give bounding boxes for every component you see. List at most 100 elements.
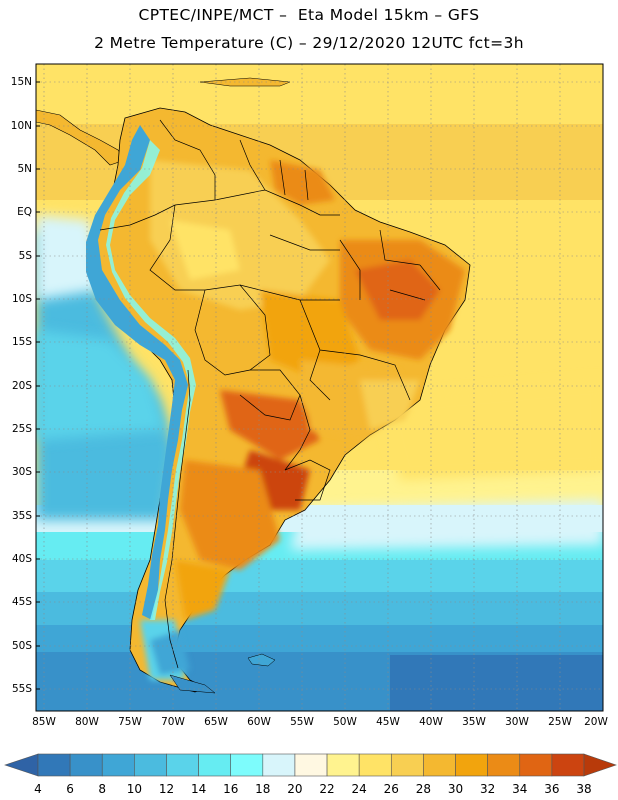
country-borders [99, 119, 441, 669]
border-chile-argentina [164, 369, 191, 669]
guiana-hot [270, 160, 335, 205]
map-frame [35, 63, 604, 712]
lon-label-30w: 30W [505, 716, 529, 728]
lat-label-eq: EQ [17, 206, 32, 218]
colorbar-tick-label: 22 [319, 782, 335, 796]
lat-lon-grid [36, 64, 603, 711]
lon-label-65w: 65W [204, 716, 228, 728]
colorbar-tick-label: 20 [287, 782, 303, 796]
colorbar-tick-label: 10 [126, 782, 142, 796]
colorbar-tick-label: 34 [512, 782, 528, 796]
land-central-america [36, 109, 126, 166]
se-brazil-mild [360, 380, 420, 430]
lon-label-60w: 60W [247, 716, 271, 728]
andes-cool-edge [106, 140, 196, 620]
colorbar-tick-label: 12 [158, 782, 175, 796]
tierra-del-fuego [169, 674, 216, 694]
border-argentina-brazil [284, 394, 311, 471]
colorbar-tick-label: 32 [480, 782, 496, 796]
andes-cold [86, 125, 188, 620]
border-peru-brazil [149, 204, 205, 291]
colorbar-tick-label: 14 [190, 782, 207, 796]
lat-label-40s: 40S [11, 553, 32, 565]
colorbar-cell [519, 753, 553, 777]
colorbar-tick-label: 6 [66, 782, 74, 796]
lat-label-55s: 55S [11, 683, 32, 695]
lat-label-5n: 5N [17, 163, 32, 175]
colorbar-tick-label: 38 [576, 782, 592, 796]
colorbar-cell [423, 753, 456, 777]
colorbar-cell [166, 753, 199, 777]
ocean-band-south3 [36, 560, 603, 595]
border-colombia-venezuela [159, 119, 216, 200]
central-warm [260, 290, 360, 380]
colorbar-cell [326, 753, 360, 777]
ocean-band-south4 [36, 592, 603, 627]
colorbar-tick-label: 30 [447, 782, 464, 796]
colorbar-arrow-high [583, 753, 617, 777]
lat-label-5s: 5S [18, 250, 32, 262]
colorbar-cell [390, 753, 424, 777]
ocean-band-south7 [390, 655, 603, 711]
border-uruguay [284, 459, 331, 501]
land-temperature-patches [140, 160, 465, 680]
colorbar-arrow-low [4, 753, 39, 777]
lat-label-50s: 50S [11, 640, 32, 652]
amazon-yellow-center [170, 220, 240, 280]
lat-label-25s: 25S [11, 423, 32, 435]
argentina-warm [180, 460, 280, 570]
ocean-band-caribbean [36, 64, 603, 124]
colorbar-cell [69, 753, 103, 777]
lon-label-80w: 80W [75, 716, 99, 728]
colorbar-cell [37, 753, 71, 777]
chart-title: CPTEC/INPE/MCT – Eta Model 15km – GFS [138, 6, 480, 24]
lon-label-20w: 20W [584, 716, 608, 728]
atlantic-warm-patch [380, 380, 603, 480]
colorbar-cell [487, 753, 521, 777]
ocean-band-south5 [36, 625, 603, 655]
falklands [247, 653, 276, 667]
colorbar-tick-label: 24 [351, 782, 367, 796]
caribbean-islands [199, 77, 291, 87]
lon-label-70w: 70W [161, 716, 185, 728]
border-paraguay [239, 369, 301, 421]
colorbar-tick-label: 18 [255, 782, 271, 796]
border-guianas [279, 159, 309, 201]
colorbar-cell [551, 753, 585, 777]
northeast-hotter [355, 260, 440, 320]
lat-label-15n: 15N [10, 76, 32, 88]
lat-label-35s: 35S [11, 510, 32, 522]
lon-label-85w: 85W [32, 716, 56, 728]
lat-label-20s: 20S [11, 380, 32, 392]
axis-ticks [36, 81, 40, 690]
lat-label-30s: 30S [11, 466, 32, 478]
chart-subtitle: 2 Metre Temperature (C) – 29/12/2020 12U… [94, 34, 524, 52]
lon-label-35w: 35W [462, 716, 486, 728]
border-ecuador-peru [99, 204, 176, 231]
pacific-cool-water-inner [36, 330, 165, 440]
lon-label-40w: 40W [419, 716, 443, 728]
lon-label-45w: 45W [376, 716, 400, 728]
colorbar-cell [134, 753, 167, 777]
lon-label-50w: 50W [333, 716, 357, 728]
colorbar-cell [358, 753, 392, 777]
lat-label-10s: 10S [11, 293, 32, 305]
border-brazil-states [239, 229, 441, 401]
border-brazil-north [174, 189, 340, 216]
atlantic-cool-south [290, 500, 603, 550]
colorbar-tick-label: 8 [98, 782, 107, 796]
border-venezuela-guyana [239, 139, 266, 191]
colorbar-tick-label: 28 [415, 782, 432, 796]
colorbar-cell [262, 753, 296, 777]
colorbar-tick-label: 26 [383, 782, 399, 796]
pacific-warmer-north [36, 215, 100, 300]
lat-label-10n: 10N [10, 120, 32, 132]
fuegian-mild [150, 630, 190, 675]
colorbar-cell [101, 753, 135, 777]
colorbar-tick-label: 16 [223, 782, 239, 796]
colorbar-tick-label: 36 [544, 782, 560, 796]
lat-label-45s: 45S [11, 596, 32, 608]
lon-label-55w: 55W [290, 716, 314, 728]
lon-label-25w: 25W [548, 716, 572, 728]
